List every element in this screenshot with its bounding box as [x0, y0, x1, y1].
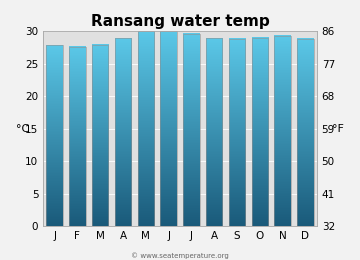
Y-axis label: °F: °F	[332, 124, 344, 134]
Bar	[229, 39, 245, 226]
Bar	[46, 46, 63, 226]
Bar	[161, 31, 177, 226]
Bar	[69, 47, 86, 226]
Bar	[252, 38, 268, 226]
Bar	[297, 39, 314, 226]
Bar	[274, 36, 291, 226]
Bar	[183, 34, 199, 226]
Bar	[206, 38, 222, 226]
Title: Ransang water temp: Ransang water temp	[91, 14, 269, 29]
Bar	[138, 31, 154, 226]
Bar	[92, 45, 108, 226]
Bar	[115, 38, 131, 226]
Y-axis label: °C: °C	[16, 124, 29, 134]
Text: © www.seatemperature.org: © www.seatemperature.org	[131, 252, 229, 259]
